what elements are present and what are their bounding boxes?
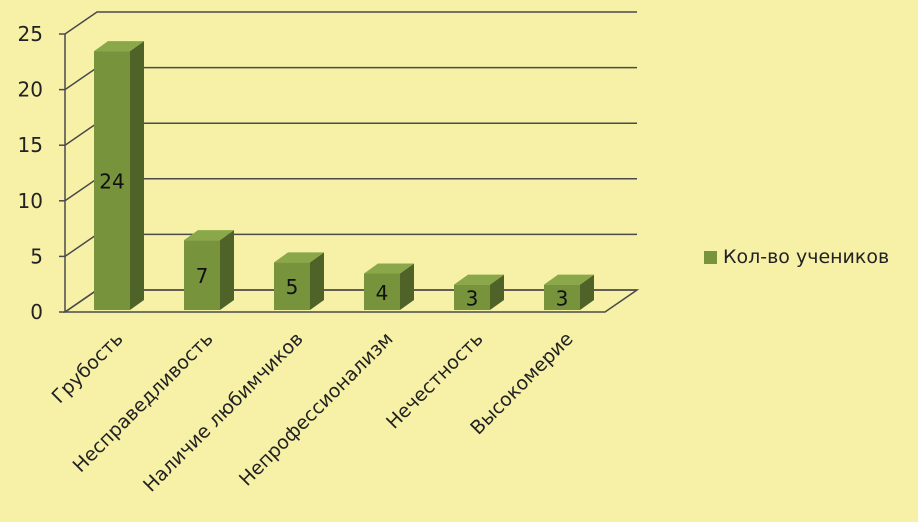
bar: 3 — [454, 274, 504, 310]
y-tick-label: 15 — [18, 133, 43, 157]
plot-area — [62, 34, 640, 313]
bar-side — [490, 274, 504, 310]
bar-side — [130, 41, 144, 311]
x-tick-label: Наличие любимчиков — [139, 328, 307, 496]
bar: 7 — [184, 230, 234, 310]
bar-side — [220, 230, 234, 310]
bar-front — [454, 284, 490, 310]
bar-top — [274, 252, 324, 263]
y-tick-label: 5 — [30, 244, 43, 268]
bar-side — [400, 263, 414, 310]
gridline — [64, 66, 637, 91]
y-tick-label: 25 — [18, 22, 43, 46]
gridlines — [64, 11, 637, 313]
bar-top — [364, 263, 414, 274]
bar-side — [580, 274, 594, 310]
bar-front — [544, 284, 580, 310]
legend: Кол-во учеников — [704, 246, 889, 268]
bar-top — [544, 274, 594, 285]
bar: 3 — [544, 274, 594, 310]
y-tick-label: 20 — [18, 78, 43, 102]
y-axis-ticks: 0 5 10 15 20 25 — [18, 22, 65, 324]
data-label: 3 — [466, 286, 479, 310]
legend-swatch — [704, 250, 717, 264]
x-tick-label: Грубость — [48, 328, 128, 408]
bar-front — [94, 51, 130, 311]
bars: 24 7 5 4 3 3 — [94, 41, 594, 310]
bar-front — [364, 273, 400, 310]
bar-top — [94, 41, 144, 52]
x-tick-label: Непрофессионализм — [235, 328, 398, 491]
data-label: 7 — [196, 264, 209, 288]
data-label: 3 — [556, 286, 569, 310]
bar: 5 — [274, 252, 324, 310]
bar-top — [184, 230, 234, 241]
legend-label: Кол-во учеников — [723, 246, 890, 268]
bar-side — [310, 252, 324, 310]
bar-front — [274, 262, 310, 310]
gridline — [64, 178, 637, 202]
data-label: 24 — [99, 170, 124, 194]
bar-top — [454, 274, 504, 285]
data-label: 4 — [376, 281, 389, 305]
y-tick-label: 10 — [18, 189, 43, 213]
data-label: 5 — [286, 275, 299, 299]
bar: 4 — [364, 263, 414, 310]
gridline — [64, 233, 637, 258]
gridline — [64, 122, 637, 146]
y-tick-label: 0 — [30, 300, 43, 324]
bar: 24 — [94, 41, 144, 311]
bar-front — [184, 240, 220, 310]
gridline — [64, 11, 637, 35]
